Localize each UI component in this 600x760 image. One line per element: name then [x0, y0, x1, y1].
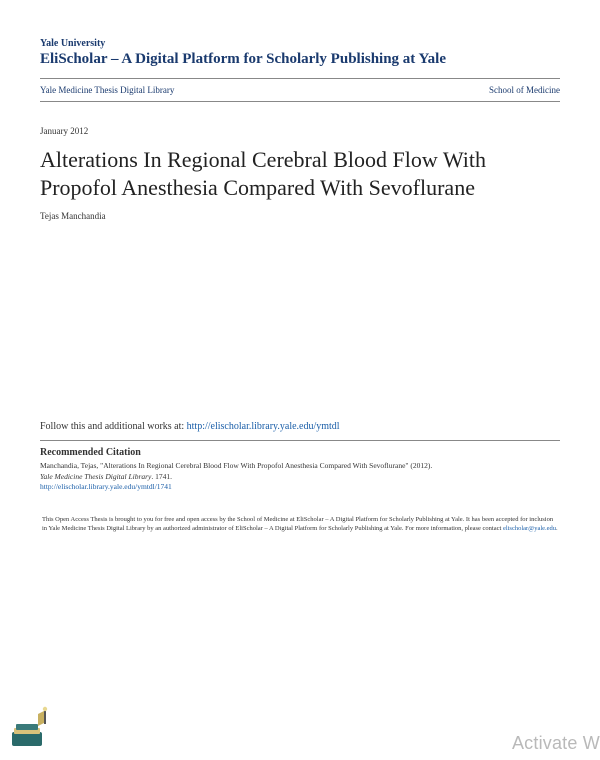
platform-title: EliScholar – A Digital Platform for Scho…: [40, 51, 560, 68]
collection-link[interactable]: Yale Medicine Thesis Digital Library: [40, 85, 174, 95]
subheader-row: Yale Medicine Thesis Digital Library Sch…: [40, 79, 560, 101]
citation-url[interactable]: http://elischolar.library.yale.edu/ymtdl…: [40, 482, 172, 491]
citation-block: Recommended Citation Manchandia, Tejas, …: [40, 447, 560, 493]
author-name: Tejas Manchandia: [40, 211, 560, 221]
footer-text-after: .: [556, 525, 558, 532]
paper-title: Alterations In Regional Cerebral Blood F…: [40, 146, 560, 201]
citation-rest: . 1741.: [151, 472, 172, 481]
publication-date: January 2012: [40, 126, 560, 136]
follow-works-line: Follow this and additional works at: htt…: [40, 421, 560, 432]
school-link[interactable]: School of Medicine: [489, 85, 560, 95]
divider-follow: [40, 440, 560, 441]
institution-label: Yale University: [40, 38, 560, 49]
footer-note: This Open Access Thesis is brought to yo…: [40, 515, 560, 533]
divider-sub: [40, 101, 560, 102]
citation-line1: Manchandia, Tejas, "Alterations In Regio…: [40, 461, 432, 470]
follow-url[interactable]: http://elischolar.library.yale.edu/ymtdl: [187, 421, 340, 432]
footer-text-before: This Open Access Thesis is brought to yo…: [42, 516, 553, 532]
citation-text: Manchandia, Tejas, "Alterations In Regio…: [40, 461, 560, 493]
footer-email[interactable]: elischolar@yale.edu: [503, 525, 556, 532]
follow-prefix: Follow this and additional works at:: [40, 421, 187, 432]
citation-heading: Recommended Citation: [40, 447, 560, 458]
library-logo-icon: [8, 704, 54, 750]
windows-activate-watermark: Activate W: [512, 733, 600, 754]
citation-series: Yale Medicine Thesis Digital Library: [40, 472, 151, 481]
